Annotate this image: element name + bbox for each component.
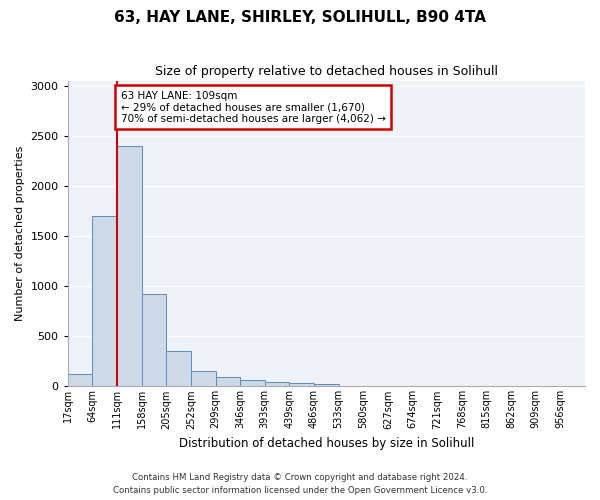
X-axis label: Distribution of detached houses by size in Solihull: Distribution of detached houses by size … xyxy=(179,437,474,450)
Bar xyxy=(314,384,338,386)
Text: 63, HAY LANE, SHIRLEY, SOLIHULL, B90 4TA: 63, HAY LANE, SHIRLEY, SOLIHULL, B90 4TA xyxy=(114,10,486,25)
Bar xyxy=(166,351,191,386)
Title: Size of property relative to detached houses in Solihull: Size of property relative to detached ho… xyxy=(155,65,498,78)
Bar xyxy=(142,294,166,386)
Bar xyxy=(265,382,289,386)
Bar xyxy=(117,146,142,386)
Bar xyxy=(191,371,215,386)
Y-axis label: Number of detached properties: Number of detached properties xyxy=(15,146,25,321)
Bar xyxy=(289,383,314,386)
Bar xyxy=(215,378,240,386)
Text: 63 HAY LANE: 109sqm
← 29% of detached houses are smaller (1,670)
70% of semi-det: 63 HAY LANE: 109sqm ← 29% of detached ho… xyxy=(121,90,386,124)
Bar xyxy=(240,380,265,386)
Bar xyxy=(92,216,117,386)
Text: Contains HM Land Registry data © Crown copyright and database right 2024.
Contai: Contains HM Land Registry data © Crown c… xyxy=(113,474,487,495)
Bar xyxy=(68,374,92,386)
